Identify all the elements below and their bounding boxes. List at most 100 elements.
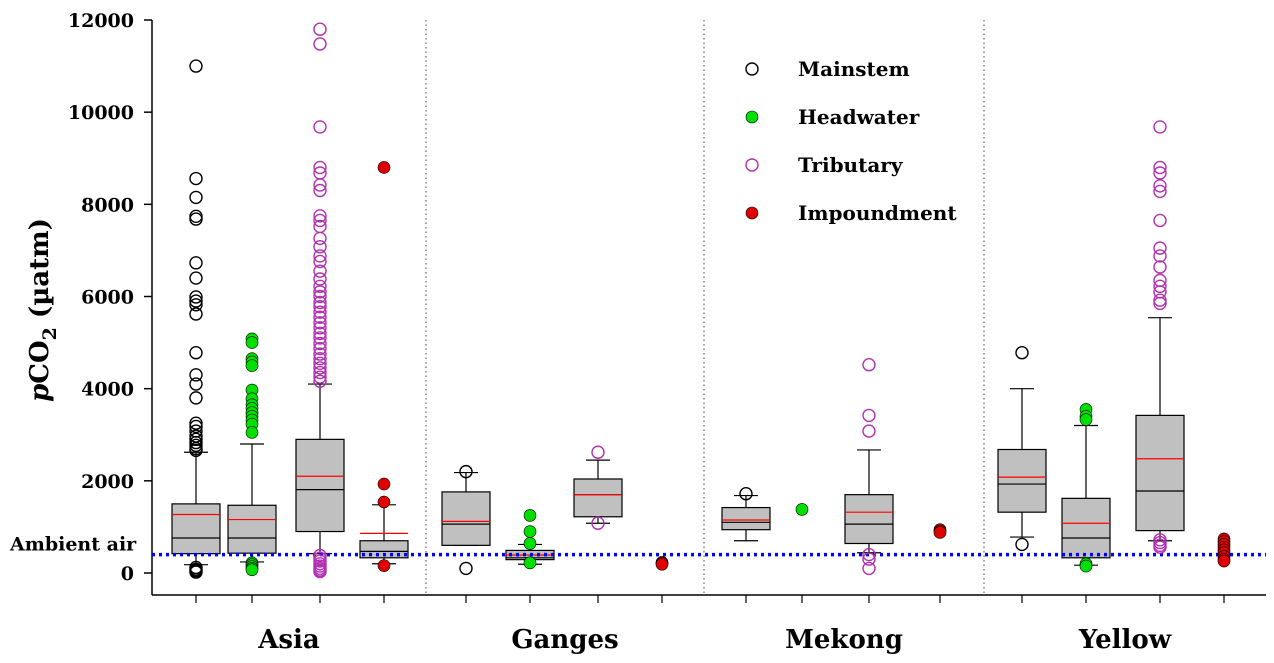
x-group-label: Ganges <box>511 625 618 655</box>
outlier-point <box>1153 184 1167 199</box>
outlier-point <box>313 316 327 330</box>
boxes-layer <box>171 317 1185 566</box>
outlier-point <box>1153 540 1167 554</box>
outlier-point <box>313 336 327 351</box>
outlier-point <box>1153 160 1167 175</box>
outlier-point <box>1079 559 1093 573</box>
outlier-point <box>313 231 327 246</box>
outlier-point <box>933 526 947 539</box>
outlier-point <box>313 361 327 375</box>
y-tick-label: 2000 <box>81 471 134 493</box>
outlier-point <box>189 419 203 434</box>
y-tick-label: 6000 <box>81 287 134 309</box>
outlier-point <box>523 509 537 522</box>
outlier-point <box>313 321 327 335</box>
outlier-point <box>313 209 327 223</box>
y-tick-label: 4000 <box>81 379 134 401</box>
box-iqr <box>441 491 491 546</box>
box-iqr <box>171 503 221 555</box>
outlier-point <box>313 120 327 134</box>
outlier-point <box>313 37 327 51</box>
outlier-point <box>189 377 203 391</box>
x-group-label: Yellow <box>1078 625 1172 655</box>
outlier-point <box>313 264 327 278</box>
outlier-point <box>189 256 203 270</box>
box-iqr <box>844 494 894 545</box>
outlier-point <box>189 438 203 453</box>
outlier-point <box>313 341 327 356</box>
outlier-point <box>313 160 327 175</box>
outlier-point <box>313 365 327 380</box>
outlier-point <box>1153 179 1167 193</box>
outlier-point <box>313 279 327 294</box>
outlier-point <box>795 503 809 516</box>
y-tick-label: 0 <box>121 563 134 585</box>
box-iqr <box>721 506 771 531</box>
box-iqr <box>997 448 1047 513</box>
outlier-point <box>377 559 391 572</box>
outlier-point <box>189 59 203 73</box>
outlier-point <box>313 22 327 36</box>
outlier-point <box>313 374 327 388</box>
box-iqr <box>1135 414 1185 532</box>
outlier-point <box>313 331 327 345</box>
y-tick-label: 8000 <box>81 194 134 216</box>
outlier-point <box>1079 413 1093 426</box>
y-axis-label: pCO2 (µatm) <box>25 218 61 402</box>
outlier-point <box>862 547 876 562</box>
outlier-point <box>313 285 327 299</box>
outlier-point <box>523 525 537 538</box>
legend-label: Impoundment <box>798 201 957 225</box>
outlier-point <box>313 272 327 286</box>
outlier-point <box>1015 537 1029 552</box>
y-tick-label: 12000 <box>68 10 134 32</box>
outlier-point <box>377 161 391 174</box>
outlier-point <box>189 294 203 308</box>
outlier-point <box>1153 279 1167 294</box>
outlier-point <box>1153 166 1167 180</box>
legend-layer: Mainstem Headwater Tributary Impoundment <box>745 57 957 225</box>
box-iqr <box>1061 497 1111 559</box>
outlier-point <box>313 356 327 371</box>
outlier-point <box>189 290 203 304</box>
outlier-point <box>189 209 203 224</box>
legend-label: Headwater <box>798 105 920 129</box>
outlier-point <box>313 310 327 324</box>
outlier-point <box>1153 296 1167 311</box>
outlier-point <box>591 445 605 459</box>
outlier-point <box>459 464 473 479</box>
outlier-point <box>189 432 203 447</box>
outlier-point <box>655 557 669 571</box>
outlier-point <box>313 564 327 579</box>
group-separators-layer: Asia Ganges Mekong Yellow <box>195 20 1225 655</box>
legend-marker <box>745 158 759 172</box>
outlier-point <box>313 326 327 341</box>
outlier-point <box>1153 249 1167 263</box>
outlier-point <box>245 336 259 349</box>
legend-label: Mainstem <box>798 57 910 81</box>
outlier-point <box>523 537 537 550</box>
outlier-point <box>313 347 327 361</box>
outlier-point <box>245 359 259 372</box>
outlier-point <box>313 352 327 366</box>
box-iqr <box>573 478 623 518</box>
outlier-point <box>377 477 391 491</box>
outlier-point <box>245 563 259 577</box>
ambient-air-label: Ambient air <box>9 534 137 556</box>
outlier-point <box>523 556 537 570</box>
outlier-point <box>313 295 327 310</box>
outlier-point <box>1015 346 1029 360</box>
x-group-label: Asia <box>257 625 320 655</box>
outlier-point <box>189 416 203 430</box>
outlier-point <box>313 178 327 192</box>
x-group-label: Mekong <box>785 625 903 655</box>
box-iqr <box>227 504 277 554</box>
outlier-point <box>189 271 203 285</box>
outlier-point <box>313 213 327 228</box>
ambient-air-layer: Ambient air <box>9 534 1266 557</box>
outlier-point <box>591 516 605 530</box>
outlier-point <box>459 561 473 576</box>
outlier-point <box>313 370 327 384</box>
